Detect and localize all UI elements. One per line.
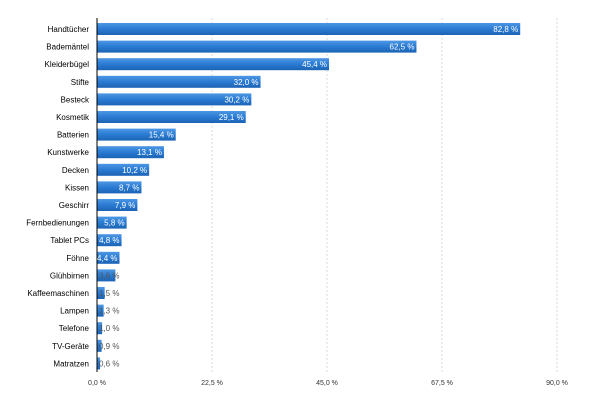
category-label: Decken bbox=[62, 166, 89, 175]
category-label: Kosmetik bbox=[56, 113, 90, 122]
value-label: 1,3 % bbox=[99, 307, 119, 316]
value-label: 15,4 % bbox=[149, 131, 174, 140]
bar bbox=[97, 216, 127, 229]
value-label: 29,1 % bbox=[219, 113, 244, 122]
bar bbox=[97, 251, 120, 264]
bar bbox=[97, 339, 102, 352]
bar bbox=[97, 58, 330, 71]
value-label: 13,1 % bbox=[137, 148, 162, 157]
x-tick-label: 22,5 % bbox=[201, 380, 223, 387]
category-label: Kunstwerke bbox=[47, 148, 89, 157]
x-tick-label: 90,0 % bbox=[546, 380, 568, 387]
bar bbox=[97, 75, 261, 88]
bar bbox=[97, 93, 252, 106]
bar bbox=[97, 322, 103, 335]
category-label: Stifte bbox=[71, 78, 90, 87]
value-label: 1,0 % bbox=[99, 324, 119, 333]
bars bbox=[97, 23, 521, 370]
category-label: Glühbirnen bbox=[50, 271, 89, 280]
category-label: Lampen bbox=[60, 307, 89, 316]
value-label: 0,6 % bbox=[99, 359, 119, 368]
value-label: 30,2 % bbox=[224, 95, 249, 104]
bar bbox=[97, 163, 150, 176]
category-label: Besteck bbox=[61, 95, 90, 104]
category-label: Batterien bbox=[57, 131, 89, 140]
value-label: 1,5 % bbox=[99, 289, 119, 298]
value-label: 10,2 % bbox=[122, 166, 147, 175]
value-label: 45,4 % bbox=[302, 60, 327, 69]
value-label: 0,9 % bbox=[99, 342, 119, 351]
category-label: Fernbedienungen bbox=[26, 219, 89, 228]
bar bbox=[97, 199, 138, 211]
value-label: 62,5 % bbox=[390, 43, 415, 52]
labels: 0,0 % 22,5 % 45,0 % 67,5 % 90,0 % Handtücher 8… bbox=[26, 25, 568, 387]
category-label: Bademäntel bbox=[46, 43, 89, 52]
x-tick-label: 67,5 % bbox=[431, 380, 453, 387]
category-label: Matratzen bbox=[53, 359, 89, 368]
bar bbox=[97, 269, 116, 282]
bar bbox=[97, 181, 142, 194]
category-label: Föhne bbox=[66, 254, 89, 263]
category-label: TV-Geräte bbox=[52, 342, 89, 351]
bar bbox=[97, 304, 104, 317]
bar bbox=[97, 128, 176, 141]
category-label: Handtücher bbox=[48, 25, 90, 34]
value-label: 5,8 % bbox=[104, 219, 124, 228]
value-label: 4,4 % bbox=[97, 254, 117, 263]
bar bbox=[97, 287, 105, 299]
value-label: 3,6 % bbox=[99, 271, 119, 280]
category-label: Kleiderbügel bbox=[45, 60, 90, 69]
x-tick-label: 0,0 % bbox=[88, 380, 106, 387]
value-label: 32,0 % bbox=[234, 78, 259, 87]
category-label: Tablet PCs bbox=[50, 236, 89, 245]
value-label: 82,8 % bbox=[493, 25, 518, 34]
value-label: 8,7 % bbox=[119, 183, 139, 192]
gridlines bbox=[211, 18, 558, 372]
category-label: Kissen bbox=[65, 183, 89, 192]
value-label: 7,9 % bbox=[115, 201, 135, 210]
category-label: Geschirr bbox=[59, 201, 90, 210]
x-tick-label: 45,0 % bbox=[316, 380, 338, 387]
bar bbox=[97, 357, 101, 370]
bar bbox=[97, 40, 417, 53]
bar bbox=[97, 234, 122, 247]
value-label: 4,8 % bbox=[99, 236, 119, 245]
bar bbox=[97, 146, 164, 159]
category-label: Telefone bbox=[59, 324, 90, 333]
bar bbox=[97, 23, 521, 35]
category-label: Kaffeemaschinen bbox=[27, 289, 89, 298]
bar bbox=[97, 111, 246, 123]
